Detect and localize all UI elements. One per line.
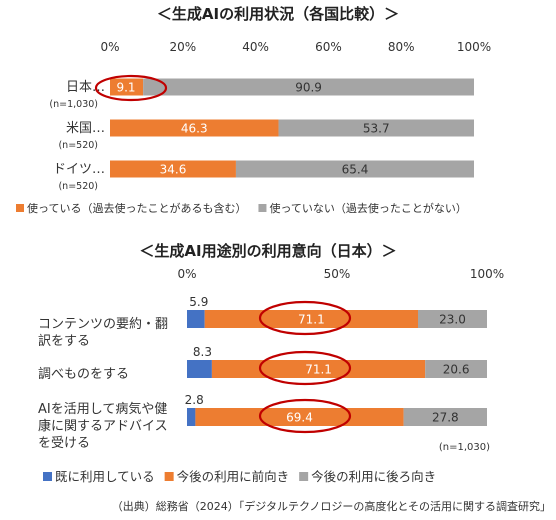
chart2-category-label: 訳をする bbox=[38, 334, 90, 349]
chart1-legend-label: 使っている（過去使ったことがあるも含む） bbox=[27, 201, 246, 215]
chart1-tick-label: 20% bbox=[169, 40, 196, 54]
source-note: （出典）総務省（2024）「デジタルテクノロジーの高度化とその活用に関する調査研… bbox=[112, 499, 551, 513]
chart2-bar-segment bbox=[425, 360, 487, 378]
chart1-data-label: 65.4 bbox=[342, 163, 369, 177]
chart1-data-label: 9.1 bbox=[116, 81, 135, 95]
chart2-category-label: AIを活用して病気や健 bbox=[38, 401, 167, 417]
chart2-bar-segment bbox=[187, 360, 212, 378]
chart2-bar-segment bbox=[418, 310, 487, 328]
chart1-tick-label: 40% bbox=[242, 40, 269, 54]
highlight-ring bbox=[258, 300, 352, 336]
chart1-category-label: 米国… bbox=[66, 121, 105, 136]
chart1-tick-label: 0% bbox=[100, 40, 119, 54]
chart2-data-label: 71.1 bbox=[298, 313, 325, 327]
chart2-data-label: 20.6 bbox=[443, 363, 470, 377]
chart1-bar-segment bbox=[110, 119, 279, 137]
chart1-sample-label: (n=520) bbox=[58, 140, 98, 151]
chart2-tick-label: 50% bbox=[324, 267, 351, 281]
chart2-bar-segment bbox=[195, 408, 404, 426]
chart1-bar-segment bbox=[278, 119, 474, 137]
chart2-tick-label: 0% bbox=[177, 267, 196, 281]
chart1-sample-label: (n=520) bbox=[58, 181, 98, 192]
chart2-bar-segment bbox=[403, 408, 487, 426]
chart2-data-label: 23.0 bbox=[439, 313, 466, 327]
chart2-data-label: 2.8 bbox=[185, 393, 204, 407]
chart1-tick-label: 80% bbox=[388, 40, 415, 54]
chart2-title: ＜生成AI用途別の利用意向（日本）＞ bbox=[139, 242, 396, 260]
chart1-legend-swatch bbox=[258, 204, 267, 212]
chart2-category-label: 調べものをする bbox=[38, 367, 129, 382]
chart2-legend-swatch bbox=[43, 472, 52, 481]
chart1-bar-segment bbox=[235, 160, 474, 178]
chart2-category-label: を受ける bbox=[38, 436, 90, 451]
chart2-data-label: 8.3 bbox=[193, 345, 212, 359]
chart1-legend-swatch bbox=[16, 204, 24, 212]
chart2-bar-segment bbox=[187, 408, 196, 426]
chart1-legend-label: 使っていない（過去使ったことがない） bbox=[269, 201, 466, 215]
chart2-legend-label: 今後の利用に前向き bbox=[177, 469, 290, 484]
chart2-legend-swatch bbox=[299, 472, 309, 481]
chart1-data-label: 46.3 bbox=[181, 122, 208, 136]
chart1-bar-segment bbox=[110, 78, 144, 96]
chart1-tick-label: 60% bbox=[315, 40, 342, 54]
chart2-bar-segment bbox=[187, 310, 205, 328]
chart1-category-label: ドイツ… bbox=[53, 162, 105, 177]
highlight-ring bbox=[94, 74, 168, 102]
chart1-bar-segment bbox=[143, 78, 474, 96]
chart1-data-label: 34.6 bbox=[160, 163, 187, 177]
chart2-category-label: コンテンツの要約・翻 bbox=[38, 317, 168, 332]
highlight-ring bbox=[258, 398, 352, 434]
chart2-data-label: 69.4 bbox=[286, 411, 313, 425]
chart1-title: ＜生成AIの利用状況（各国比較）＞ bbox=[157, 5, 399, 23]
chart2-data-label: 5.9 bbox=[189, 295, 208, 309]
highlight-ring bbox=[258, 350, 352, 386]
chart2-legend-swatch bbox=[164, 472, 174, 481]
chart2-bar-segment bbox=[211, 360, 426, 378]
chart1-tick-label: 100% bbox=[457, 40, 491, 54]
chart2-bar-segment bbox=[204, 310, 418, 328]
chart1-bar-segment bbox=[110, 160, 236, 178]
chart1-category-label: 日本… bbox=[66, 80, 105, 95]
chart2-legend-label: 既に利用している bbox=[55, 469, 155, 484]
chart1-data-label: 90.9 bbox=[295, 81, 322, 95]
chart2-category-label: 康に関するアドバイス bbox=[38, 418, 168, 434]
chart1-data-label: 53.7 bbox=[363, 122, 390, 136]
chart2-tick-label: 100% bbox=[470, 267, 504, 281]
chart2-data-label: 27.8 bbox=[432, 411, 459, 425]
chart2-data-label: 71.1 bbox=[305, 363, 332, 377]
chart2-sample-size: (n=1,030) bbox=[439, 442, 490, 453]
chart1-sample-label: (n=1,030) bbox=[49, 99, 98, 110]
chart2-legend-label: 今後の利用に後ろ向き bbox=[311, 469, 436, 484]
